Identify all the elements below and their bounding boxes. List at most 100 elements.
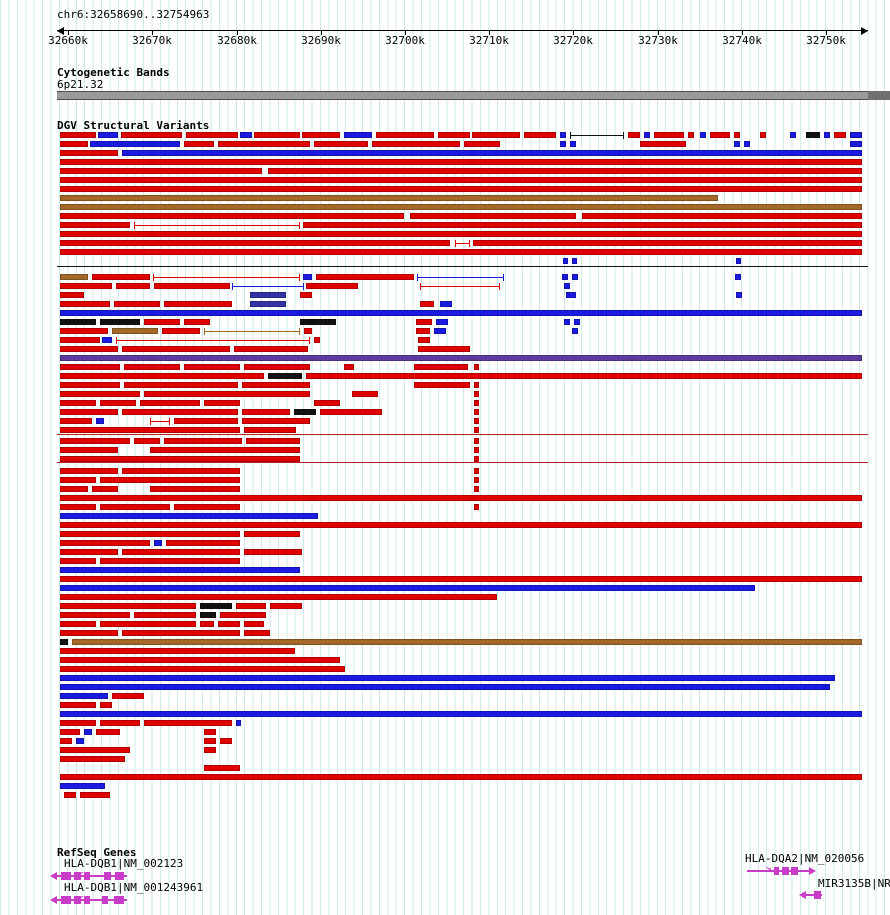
variant-bar[interactable] [184,319,210,325]
variant-bar[interactable] [304,328,312,334]
variant-bar[interactable] [60,382,120,388]
variant-bar[interactable] [294,409,316,415]
variant-bar[interactable] [420,301,434,307]
variant-bar[interactable] [154,540,162,546]
variant-bar[interactable] [314,141,368,147]
variant-bar[interactable] [60,531,240,537]
variant-span-bar[interactable] [455,240,470,247]
variant-bar[interactable] [200,603,232,609]
variant-bar[interactable] [474,382,479,388]
variant-bar[interactable] [524,132,556,138]
variant-bar[interactable] [164,301,232,307]
variant-bar[interactable] [60,400,96,406]
variant-bar[interactable] [60,639,68,645]
variant-bar[interactable] [60,337,100,343]
variant-bar[interactable] [700,132,706,138]
variant-span-bar[interactable] [232,283,304,290]
variant-span-bar[interactable] [570,132,624,139]
variant-bar[interactable] [688,132,694,138]
variant-bar[interactable] [122,468,240,474]
variant-thin-line[interactable] [57,266,868,267]
variant-bar[interactable] [574,319,580,325]
variant-bar[interactable] [352,391,378,397]
variant-bar[interactable] [60,231,862,237]
variant-bar[interactable] [134,438,160,444]
variant-bar[interactable] [60,283,112,289]
variant-bar[interactable] [474,456,479,462]
variant-span-bar[interactable] [417,274,504,281]
variant-bar[interactable] [186,132,238,138]
variant-bar[interactable] [734,132,740,138]
variant-bar[interactable] [416,328,430,334]
variant-bar[interactable] [790,132,796,138]
variant-bar[interactable] [414,364,468,370]
variant-bar[interactable] [122,630,240,636]
variant-bar[interactable] [154,283,230,289]
variant-bar[interactable] [474,409,479,415]
variant-bar[interactable] [60,774,862,780]
variant-bar[interactable] [414,382,470,388]
variant-bar[interactable] [60,301,110,307]
variant-bar[interactable] [60,177,862,183]
variant-bar[interactable] [300,292,312,298]
variant-bar[interactable] [60,666,345,672]
variant-bar[interactable] [166,540,240,546]
variant-bar[interactable] [220,738,232,744]
variant-bar[interactable] [242,418,310,424]
variant-bar[interactable] [100,504,170,510]
variant-bar[interactable] [644,132,650,138]
variant-bar[interactable] [410,213,576,219]
variant-bar[interactable] [220,612,266,618]
variant-bar[interactable] [60,585,755,591]
variant-bar[interactable] [236,603,266,609]
variant-bar[interactable] [564,283,570,289]
variant-bar[interactable] [122,346,230,352]
variant-bar[interactable] [244,549,302,555]
variant-bar[interactable] [60,558,96,564]
variant-bar[interactable] [60,783,105,789]
variant-bar[interactable] [372,141,460,147]
variant-bar[interactable] [436,319,448,325]
variant-bar[interactable] [76,738,84,744]
variant-bar[interactable] [174,418,238,424]
variant-bar[interactable] [640,141,686,147]
variant-bar[interactable] [150,447,300,453]
variant-bar[interactable] [60,447,118,453]
variant-bar[interactable] [236,720,241,726]
variant-bar[interactable] [834,132,846,138]
variant-bar[interactable] [474,418,479,424]
variant-bar[interactable] [735,274,741,280]
variant-bar[interactable] [418,337,430,343]
variant-bar[interactable] [560,141,566,147]
variant-bar[interactable] [150,486,240,492]
variant-bar[interactable] [268,373,302,379]
variant-bar[interactable] [250,301,286,307]
variant-bar[interactable] [60,621,96,627]
variant-bar[interactable] [140,400,200,406]
variant-bar[interactable] [218,621,240,627]
variant-bar[interactable] [572,274,578,280]
variant-bar[interactable] [464,141,500,147]
variant-bar[interactable] [60,240,450,246]
variant-bar[interactable] [824,132,830,138]
variant-bar[interactable] [562,274,568,280]
variant-bar[interactable] [60,355,862,361]
variant-bar[interactable] [144,720,232,726]
variant-bar[interactable] [760,132,766,138]
variant-bar[interactable] [60,495,862,501]
variant-bar[interactable] [114,301,160,307]
variant-bar[interactable] [254,132,300,138]
variant-bar[interactable] [473,240,862,246]
variant-bar[interactable] [474,468,479,474]
variant-bar[interactable] [60,468,118,474]
variant-bar[interactable] [314,400,340,406]
variant-bar[interactable] [144,391,310,397]
variant-bar[interactable] [572,258,577,264]
variant-bar[interactable] [242,382,310,388]
variant-span-bar[interactable] [116,337,310,344]
variant-bar[interactable] [60,522,862,528]
variant-bar[interactable] [474,438,479,444]
variant-bar[interactable] [60,373,264,379]
variant-span-bar[interactable] [420,283,500,290]
variant-bar[interactable] [60,204,862,210]
